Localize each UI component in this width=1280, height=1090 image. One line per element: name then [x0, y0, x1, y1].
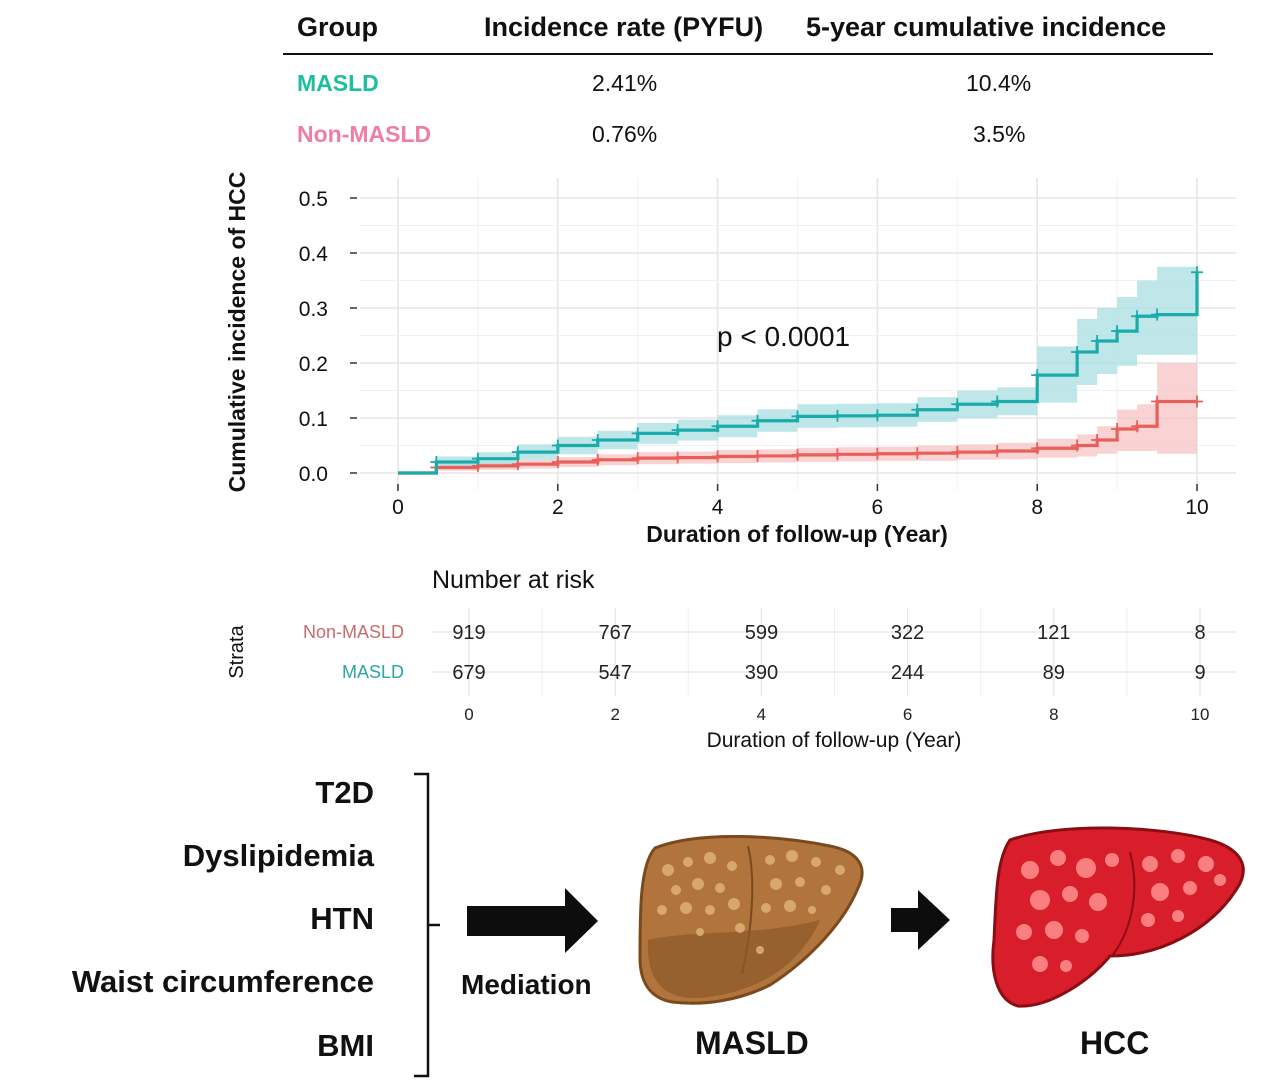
risk-x-tick-label: 2	[610, 705, 619, 724]
x-tick-label: 8	[1031, 496, 1043, 519]
risk-cell: 8	[1194, 622, 1205, 644]
x-tick-label: 10	[1185, 496, 1208, 519]
y-tick-label: 0.5	[299, 188, 328, 211]
table-row-masld-group: MASLD	[297, 70, 379, 96]
table-header-incidence-rate: Incidence rate (PYFU)	[484, 12, 764, 42]
risk-strata-label: Non-MASLD	[303, 622, 404, 642]
mediation-arrow-icon	[467, 888, 598, 953]
table-row-non-masld-group: Non-MASLD	[297, 121, 432, 147]
y-tick-label: 0.1	[299, 408, 328, 431]
risk-cell: 599	[745, 622, 778, 644]
risk-x-tick-label: 8	[1049, 705, 1058, 724]
table-row-masld-rate: 2.41%	[592, 70, 658, 96]
factor-htn: HTN	[310, 901, 374, 936]
risk-cell: 9	[1194, 662, 1205, 684]
risk-y-axis-label: Strata	[226, 624, 248, 678]
cumulative-incidence-chart: 0.0 0.1 0.2 0.3 0.4 0.5 0 2 4 6 8 10 Duration of fol…	[224, 172, 1236, 547]
risk-cell: 767	[599, 622, 632, 644]
y-tick-label: 0.3	[299, 298, 328, 321]
risk-x-tick-label: 0	[464, 705, 473, 724]
table-header-group: Group	[297, 12, 378, 42]
risk-table-title: Number at risk	[432, 566, 595, 594]
x-tick-label: 2	[552, 496, 564, 519]
risk-x-tick-label: 6	[903, 705, 912, 724]
table-header-five-year: 5-year cumulative incidence	[806, 12, 1167, 42]
risk-cell: 244	[891, 662, 924, 684]
x-tick-label: 0	[392, 496, 404, 519]
risk-cell: 89	[1043, 662, 1065, 684]
risk-cell: 679	[452, 662, 485, 684]
table-row-non-masld-rate: 0.76%	[592, 121, 658, 147]
y-tick-label: 0.0	[299, 463, 328, 486]
risk-cell: 919	[452, 622, 485, 644]
masld-liver-icon	[638, 835, 864, 1005]
risk-cell: 121	[1037, 622, 1070, 644]
table-row-masld-five-year: 10.4%	[966, 70, 1032, 96]
factor-bmi: BMI	[317, 1028, 374, 1063]
x-tick-label: 4	[712, 496, 724, 519]
risk-cell: 390	[745, 662, 778, 684]
mediation-label: Mediation	[461, 969, 592, 1000]
risk-x-tick-label: 4	[757, 705, 766, 724]
factor-waist-circumference: Waist circumference	[71, 964, 374, 999]
factor-t2d: T2D	[315, 775, 374, 810]
table-divider	[283, 53, 1213, 55]
x-axis-label: Duration of follow-up (Year)	[646, 521, 948, 547]
masld-label: MASLD	[695, 1025, 809, 1061]
table-row-non-masld-five-year: 3.5%	[973, 121, 1026, 147]
progression-arrow-icon	[891, 890, 950, 950]
y-axis-label: Cumulative incidence of HCC	[224, 172, 250, 493]
y-tick-label: 0.2	[299, 353, 328, 376]
p-value-annotation: p < 0.0001	[717, 321, 850, 352]
risk-x-axis-label: Duration of follow-up (Year)	[707, 729, 962, 752]
risk-cell: 322	[891, 622, 924, 644]
risk-cell: 547	[599, 662, 632, 684]
factor-bracket	[414, 772, 440, 1078]
hcc-label: HCC	[1080, 1025, 1149, 1061]
mediation-diagram: Mediation MASLD HCC	[414, 772, 1245, 1078]
y-tick-label: 0.4	[299, 243, 329, 266]
factor-dyslipidemia: Dyslipidemia	[182, 838, 374, 873]
x-tick-label: 6	[872, 496, 884, 519]
risk-x-tick-label: 10	[1191, 705, 1210, 724]
risk-strata-label: MASLD	[342, 662, 404, 682]
hcc-liver-icon	[991, 826, 1245, 1008]
